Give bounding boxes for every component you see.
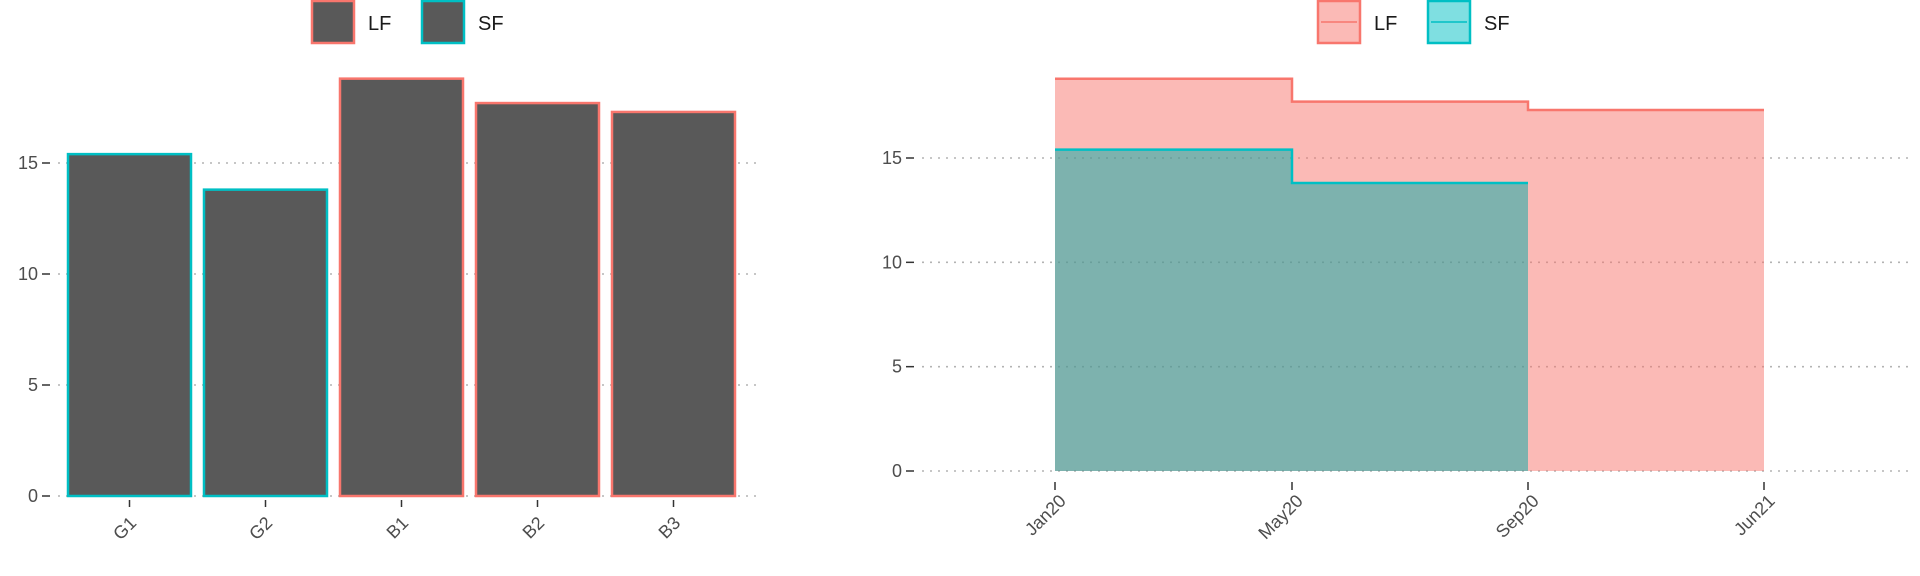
- legend-label-sf: SF: [1484, 13, 1510, 35]
- bar-xtick-label-b2: B2: [519, 513, 549, 543]
- legend-label-lf: LF: [1374, 13, 1397, 35]
- legend-label-lf: LF: [368, 13, 391, 35]
- bar-xtick-label-b3: B3: [655, 513, 685, 543]
- legend-key-sf: [420, 0, 466, 45]
- bar-xtick-label-b1: B1: [383, 513, 413, 543]
- bar-ytick-label-0: 0: [28, 486, 38, 506]
- legend-key-lf: [310, 0, 356, 45]
- area-xtick-label-jan20: Jan20: [1021, 491, 1070, 540]
- bar-ytick-label-5: 5: [28, 375, 38, 395]
- area-ytick-label-10: 10: [882, 252, 902, 272]
- bar-b1: [338, 77, 465, 498]
- bar-xtick-label-g2: G2: [245, 513, 276, 544]
- bar-g2: [202, 188, 329, 498]
- area-line-sf: [1055, 148, 1528, 185]
- area-xtick-label-may20: May20: [1254, 491, 1306, 543]
- area-ytick-label-5: 5: [892, 357, 902, 377]
- area-xtick-label-jun21: Jun21: [1730, 491, 1779, 540]
- area-chart: 0 5 10 15 Jan20 May20 Sep20 Jun21 LF SF: [882, 0, 1910, 543]
- bar-xtick-label-g1: G1: [109, 513, 140, 544]
- bar-g1: [66, 152, 193, 498]
- area-ytick-label-0: 0: [892, 461, 902, 481]
- area-ytick-label-15: 15: [882, 148, 902, 168]
- area-xtick-label-sep20: Sep20: [1492, 491, 1543, 542]
- area-line-lf: [1055, 77, 1764, 112]
- bar-ytick-label-10: 10: [18, 264, 38, 284]
- area-fill-sf: [1055, 149, 1528, 472]
- bar-chart: 0 5 10 15 G1 G2 B1 B2 B3 LF SF: [18, 0, 756, 544]
- bar-b2: [474, 101, 601, 498]
- bar-ytick-label-15: 15: [18, 153, 38, 173]
- bar-b3: [610, 110, 737, 498]
- legend-label-sf: SF: [478, 13, 504, 35]
